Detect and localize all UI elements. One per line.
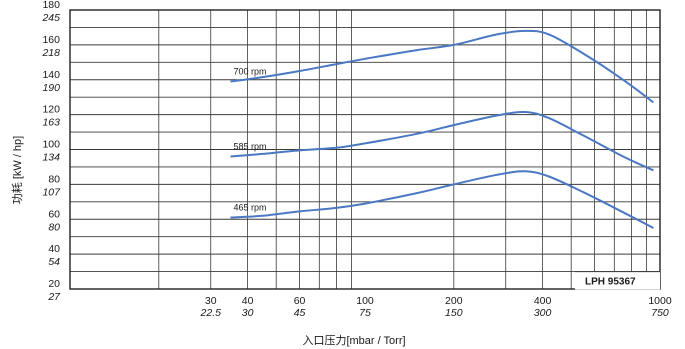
- y-tick-kw: 40: [48, 243, 60, 255]
- x-tick-torr: 300: [534, 307, 552, 319]
- x-tick-torr: 30: [242, 307, 254, 319]
- series-labels: 700 rpm 585 rpm 465 rpm: [234, 66, 267, 212]
- series-label: 585 rpm: [234, 141, 267, 151]
- y-tick-kw: 100: [42, 139, 60, 151]
- tick-labels: 1802451602181401901201631001348010760804…: [41, 0, 671, 319]
- x-tick-mbar: 200: [445, 295, 463, 307]
- y-tick-hp: 27: [47, 291, 61, 303]
- grid: [69, 9, 661, 290]
- series-label: 700 rpm: [234, 66, 267, 76]
- y-tick-hp: 80: [48, 221, 60, 233]
- y-axis-title: 功耗 [kW / hp]: [11, 136, 24, 204]
- x-tick-mbar: 400: [534, 295, 552, 307]
- x-tick-torr: 75: [359, 307, 371, 319]
- y-tick-hp: 107: [42, 186, 61, 198]
- plot-frame: [69, 9, 661, 290]
- y-tick-hp: 134: [42, 152, 60, 164]
- x-tick-mbar: 1000: [648, 295, 672, 307]
- reference-code: LPH 95367: [585, 276, 636, 287]
- x-tick-torr: 750: [651, 307, 669, 319]
- reference-box-bg: [575, 271, 660, 290]
- y-tick-kw: 80: [48, 173, 60, 185]
- series-line-585-rpm: [230, 110, 654, 172]
- x-tick-torr: 22.5: [200, 307, 222, 319]
- x-tick-mbar: 30: [205, 295, 217, 307]
- y-tick-kw: 160: [42, 34, 60, 46]
- series-line-700-rpm: [230, 29, 655, 104]
- x-tick-mbar: 40: [242, 295, 254, 307]
- series-label: 465 rpm: [234, 203, 267, 213]
- y-tick-kw: 140: [42, 69, 60, 81]
- y-tick-hp: 218: [41, 47, 60, 59]
- x-tick-mbar: 100: [356, 295, 374, 307]
- y-tick-kw: 120: [42, 104, 60, 116]
- x-tick-torr: 45: [294, 307, 306, 319]
- x-tick-mbar: 60: [294, 295, 306, 307]
- x-axis-title: 入口压力[mbar / Torr]: [302, 334, 405, 347]
- series: [230, 29, 655, 229]
- y-tick-kw: 60: [48, 208, 60, 220]
- y-tick-hp: 54: [48, 256, 60, 268]
- y-tick-kw: 180: [42, 0, 60, 11]
- y-tick-hp: 163: [42, 117, 60, 129]
- y-tick-hp: 245: [41, 12, 60, 24]
- series-line-465-rpm: [230, 170, 654, 229]
- y-tick-hp: 190: [42, 82, 60, 94]
- y-tick-kw: 20: [48, 278, 60, 290]
- x-tick-torr: 150: [445, 307, 463, 319]
- reference-box: LPH 95367: [585, 276, 636, 287]
